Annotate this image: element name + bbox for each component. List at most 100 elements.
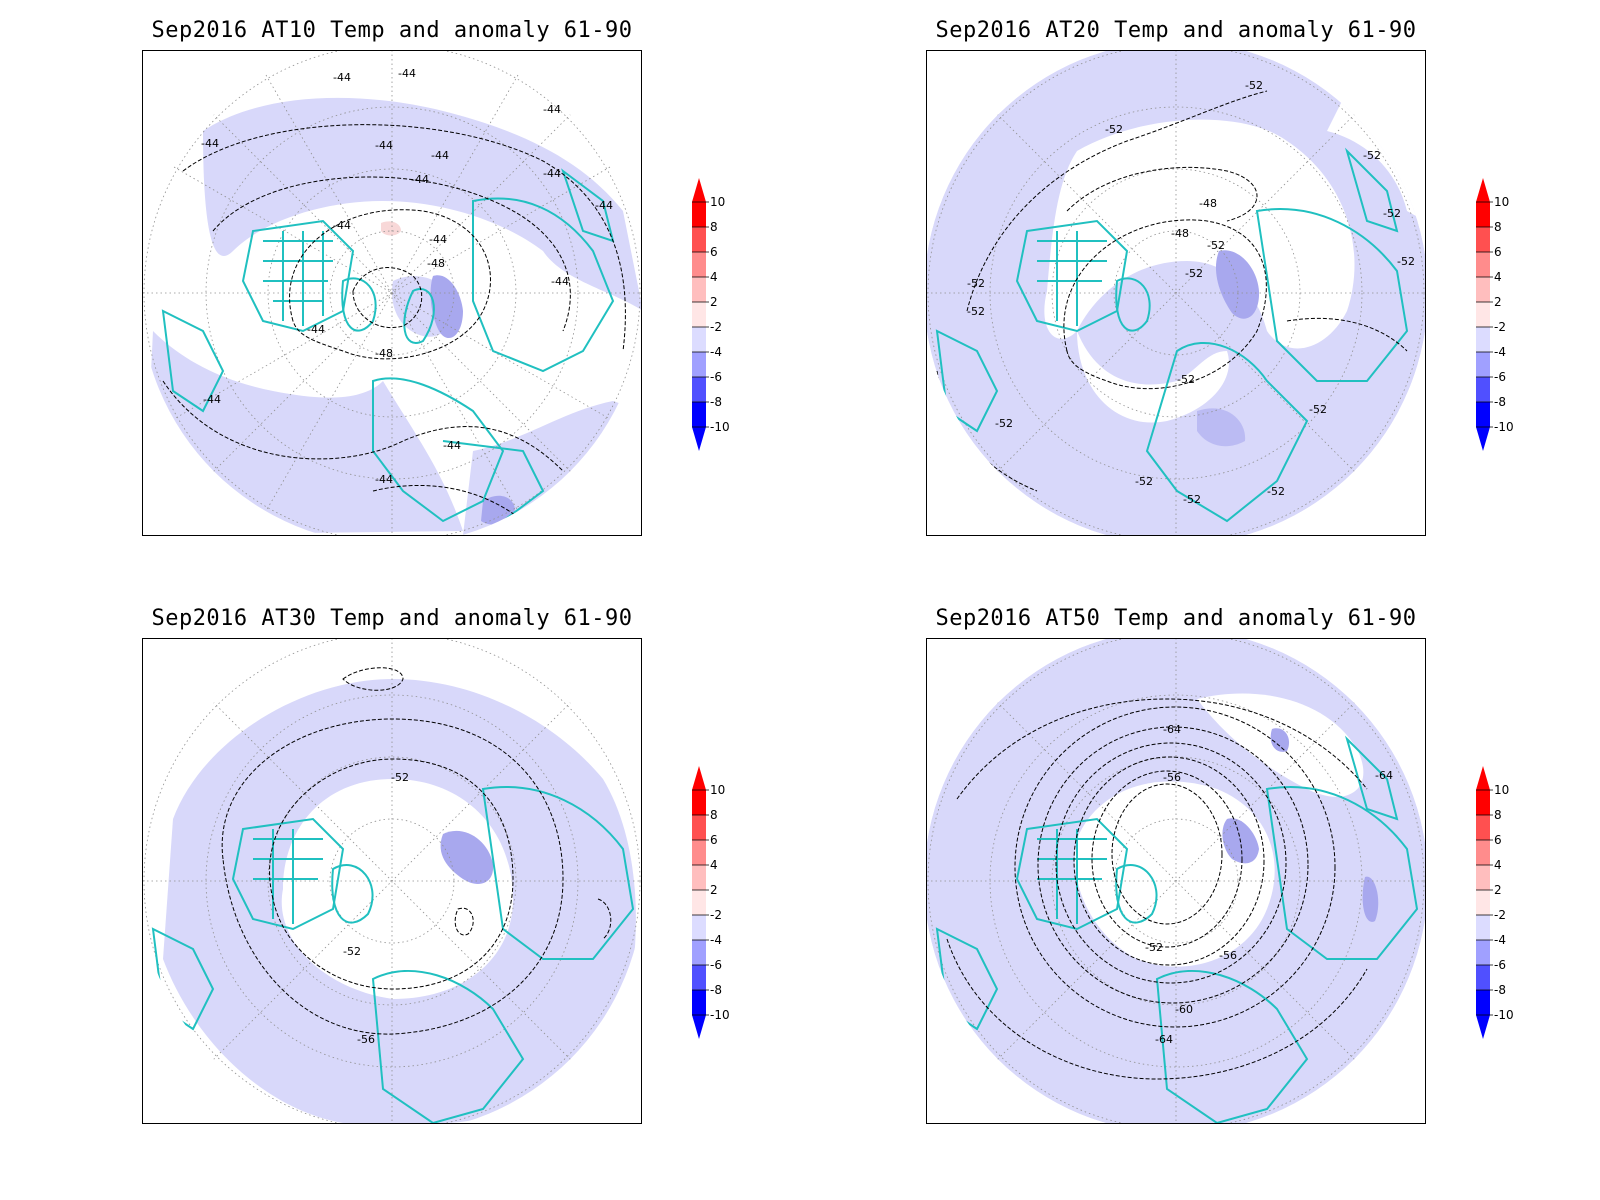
colorbar-arrow-bottom	[1476, 427, 1490, 451]
contour-label: -44	[203, 393, 221, 406]
anomaly-region	[440, 830, 494, 884]
anomaly-region	[203, 97, 641, 311]
colorbar-swatch	[1476, 965, 1490, 990]
colorbar-swatch	[692, 890, 706, 915]
colorbar-label: -2	[1494, 908, 1506, 922]
colorbar-label: 10	[1494, 195, 1509, 209]
contour-labels: -52 -52 -52 -52 -48 -48 -52 -52 -52 -52 …	[967, 79, 1415, 506]
colorbar-swatch	[1476, 990, 1490, 1015]
colorbar-label: 8	[710, 220, 718, 234]
anomaly-region	[1077, 331, 1229, 423]
colorbar-label: -2	[710, 320, 722, 334]
colorbar-swatch	[1476, 352, 1490, 377]
anomaly-region	[1362, 876, 1379, 922]
colorbar-label: 10	[1494, 783, 1509, 797]
colorbar-arrow-bottom	[692, 427, 706, 451]
contour-labels: -44 -44 -44 -44 -44 -44 -44 -44 -44 -44 …	[201, 67, 613, 486]
contour-label: -52	[1363, 149, 1381, 162]
colorbar-label: 10	[710, 195, 725, 209]
contour-label: -44	[333, 219, 351, 232]
colorbar-label: 6	[710, 833, 718, 847]
contour-label: -52	[1185, 267, 1203, 280]
colorbar-label: -6	[710, 370, 722, 384]
polar-map: -52 -52 -56	[143, 639, 641, 1123]
contour-label: -44	[443, 439, 461, 452]
contour-label: -44	[543, 167, 561, 180]
contour-label: -52	[995, 417, 1013, 430]
contour-label: -44	[398, 67, 416, 80]
colorbar-swatch	[1476, 890, 1490, 915]
anomaly-region	[1215, 250, 1260, 319]
colorbar-swatch	[692, 352, 706, 377]
colorbar-swatch	[692, 277, 706, 302]
colorbar-swatch	[692, 377, 706, 402]
colorbar-swatch	[692, 990, 706, 1015]
colorbar-label: 6	[1494, 833, 1502, 847]
colorbar-swatch	[692, 815, 706, 840]
colorbar-arrow-top	[1476, 766, 1490, 790]
colorbar-svg: 10 8 6 4 2 -2 -4 -6 -8 -10	[1476, 178, 1514, 451]
panel-title: Sep2016 AT10 Temp and anomaly 61-90	[151, 18, 633, 43]
colorbar-swatch	[692, 302, 706, 327]
polar-map: -52 -52 -52 -52 -48 -48 -52 -52 -52 -52 …	[927, 51, 1425, 535]
colorbar-swatch	[692, 202, 706, 227]
colorbar-arrow-top	[692, 766, 706, 790]
contour-label: -52	[967, 305, 985, 318]
contour-label: -64	[1375, 769, 1393, 782]
colorbar-svg: 10 8 6 4 2 -2 -4 -6 -8 -10	[1476, 766, 1514, 1039]
colorbar-svg: 10 8 6 4 2 -2 -4 -6 -8 -10	[692, 178, 730, 451]
colorbar-swatch	[1476, 865, 1490, 890]
colorbar-label: -2	[710, 908, 722, 922]
colorbar-label: 6	[1494, 245, 1502, 259]
colorbar-label: -10	[1494, 1008, 1514, 1022]
colorbar-swatch	[692, 915, 706, 940]
colorbar-swatch	[1476, 915, 1490, 940]
contour-label: -44	[429, 233, 447, 246]
colorbar-label: 4	[710, 858, 718, 872]
colorbar-label: 10	[710, 783, 725, 797]
colorbar-arrow-bottom	[692, 1015, 706, 1039]
contour-label: -48	[1199, 197, 1217, 210]
contour-label: -52	[967, 277, 985, 290]
contour-label: -44	[333, 71, 351, 84]
contour-label: -52	[1245, 79, 1263, 92]
map-frame: -52 -52 -52 -52 -48 -48 -52 -52 -52 -52 …	[926, 50, 1426, 536]
colorbar-label: -6	[1494, 958, 1506, 972]
colorbar-swatch	[692, 227, 706, 252]
map-frame: -52 -52 -56	[142, 638, 642, 1124]
colorbar-swatch	[692, 790, 706, 815]
colorbar-swatch	[1476, 327, 1490, 352]
anomaly-region	[163, 679, 636, 1123]
contour-label: -52	[391, 771, 409, 784]
contour-label: -44	[307, 323, 325, 336]
contour-label: -52	[343, 945, 361, 958]
contour-label: -44	[411, 173, 429, 186]
panel-title: Sep2016 AT50 Temp and anomaly 61-90	[935, 606, 1417, 631]
colorbar-label: -10	[710, 420, 730, 434]
anomaly-region	[481, 495, 515, 525]
colorbar-svg: 10 8 6 4 2 -2 -4 -6 -8 -10	[692, 766, 730, 1039]
map-panel-at20: Sep2016 AT20 Temp and anomaly 61-90	[926, 18, 1426, 538]
contour-labels: -52 -52 -56	[343, 771, 409, 1046]
colorbar-arrow-top	[1476, 178, 1490, 202]
colorbar-label: 2	[1494, 883, 1502, 897]
contour-label: -44	[431, 149, 449, 162]
polar-map: -64 -56 -52 -56 -60 -64 -64	[927, 639, 1425, 1123]
colorbar-label: -10	[1494, 420, 1514, 434]
contour-label: -44	[551, 275, 569, 288]
colorbar-swatch	[1476, 940, 1490, 965]
contour-label: -52	[1183, 493, 1201, 506]
colorbar-swatch	[692, 840, 706, 865]
colorbar-label: -8	[1494, 395, 1506, 409]
contour-label: -52	[1105, 123, 1123, 136]
contour-label: -52	[1383, 207, 1401, 220]
contour-labels: -64 -56 -52 -56 -60 -64 -64	[1145, 723, 1393, 1046]
contour-label: -56	[357, 1033, 375, 1046]
colorbar-swatch	[692, 327, 706, 352]
anomaly-region	[1270, 728, 1290, 752]
colorbar-top-right: 10 8 6 4 2 -2 -4 -6 -8 -10	[1476, 176, 1536, 456]
colorbar-label: 8	[1494, 808, 1502, 822]
colorbar-label: -4	[1494, 345, 1506, 359]
contour-label: -48	[1171, 227, 1189, 240]
colorbar-arrow-top	[692, 178, 706, 202]
